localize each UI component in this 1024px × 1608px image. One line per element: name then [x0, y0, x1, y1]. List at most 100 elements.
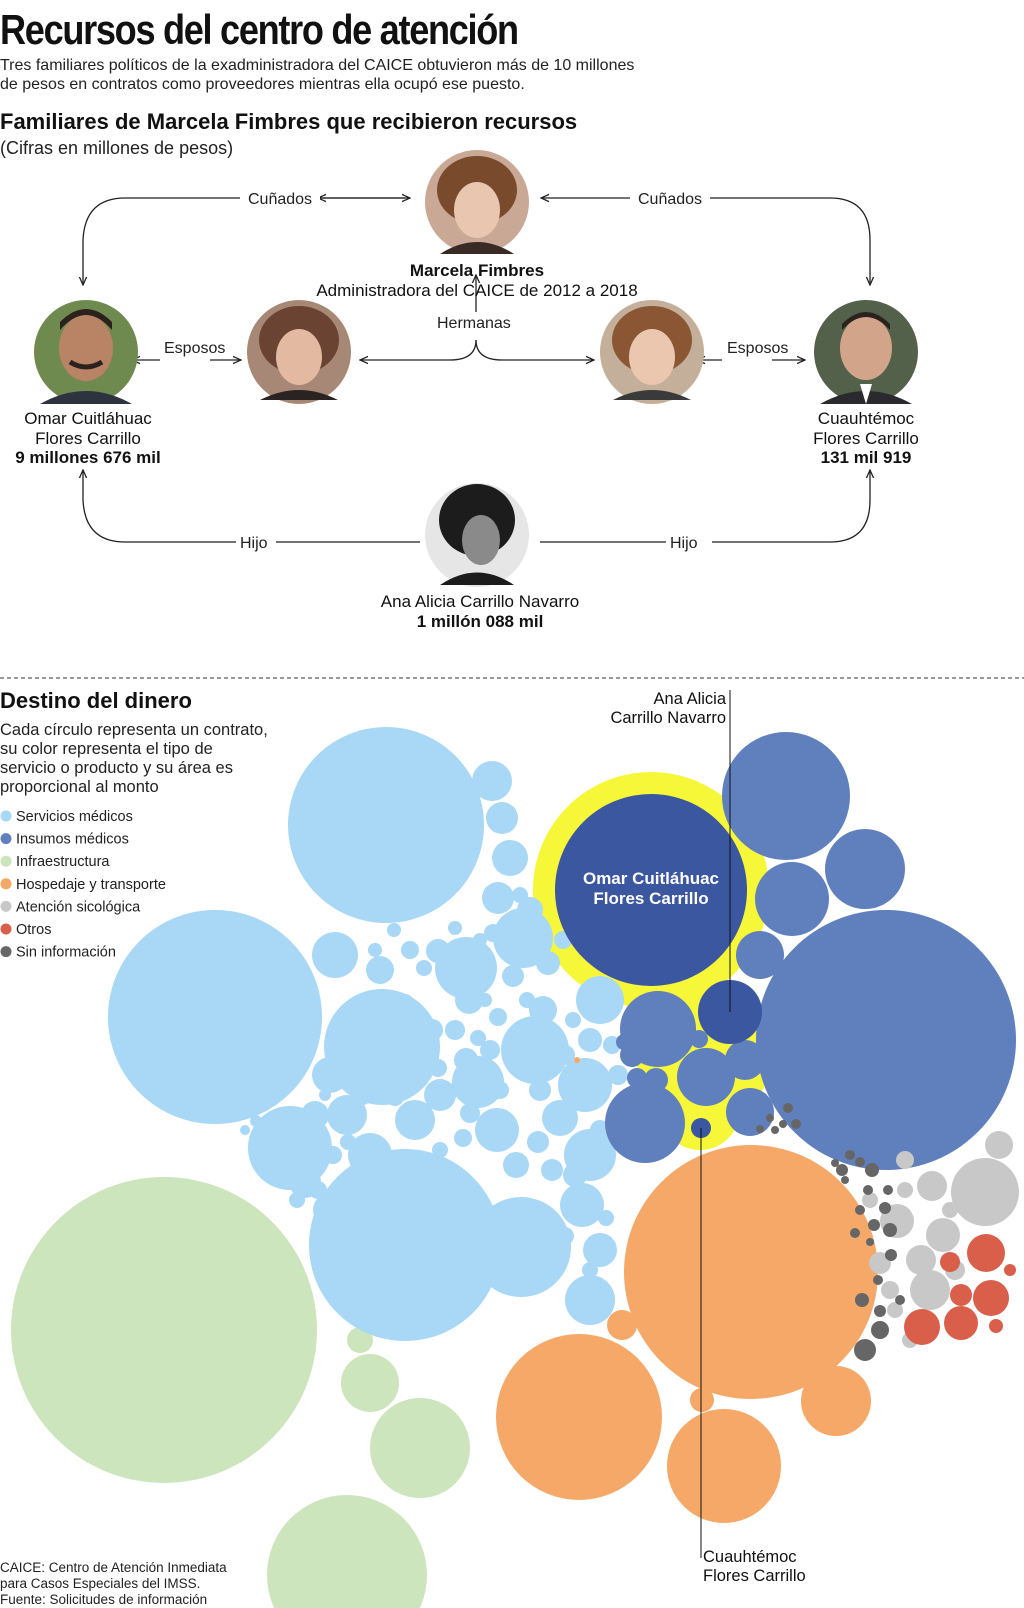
- contract-bubble: [309, 1181, 327, 1199]
- contract-bubble: [904, 1309, 940, 1345]
- contract-bubble: [779, 1120, 787, 1128]
- contract-bubble: [556, 1227, 574, 1245]
- contract-bubble: [386, 1088, 404, 1106]
- contract-bubble: [883, 1185, 893, 1195]
- portrait-ana: [425, 483, 529, 587]
- contract-bubble: [801, 1366, 871, 1436]
- contract-bubble: [926, 1218, 960, 1252]
- contract-bubble: [492, 840, 528, 876]
- contract-bubble: [985, 1131, 1013, 1159]
- contract-bubble: [424, 1079, 456, 1111]
- legend-swatch: [0, 923, 12, 935]
- contract-bubble: [489, 1008, 507, 1026]
- contract-bubble: [416, 960, 432, 976]
- contract-bubble: [501, 1016, 569, 1084]
- contract-bubble: [973, 1280, 1009, 1316]
- contract-bubble: [910, 1270, 950, 1310]
- contract-bubble: [313, 1193, 347, 1227]
- contract-bubble: [624, 1145, 878, 1399]
- contract-bubble: [11, 1177, 317, 1483]
- contract-bubble: [288, 727, 484, 923]
- cuauhtemoc-amount: 131 mil 919: [821, 448, 912, 467]
- footer-line-2: para Casos Especiales del IMSS.: [0, 1576, 200, 1591]
- person-marcela: Marcela Fimbres Administradora del CAICE…: [316, 261, 637, 300]
- contract-bubble: [555, 1045, 575, 1065]
- contract-bubble: [967, 1234, 1005, 1272]
- contract-bubble: [667, 1409, 781, 1523]
- legend-label: Sin información: [16, 945, 116, 961]
- contract-bubble: [517, 897, 543, 923]
- connector-hijo-left: [83, 470, 238, 543]
- contract-bubble: [736, 931, 784, 979]
- contract-bubble: [690, 1030, 708, 1048]
- contract-bubble: [722, 732, 850, 860]
- contract-bubble: [873, 1275, 883, 1285]
- label-hijo-right: Hijo: [670, 535, 698, 552]
- contract-bubble: [529, 1079, 551, 1101]
- contract-bubble: [917, 1171, 947, 1201]
- contract-bubble: [791, 1119, 801, 1129]
- contract-bubble: [863, 1185, 873, 1195]
- contract-bubble: [108, 910, 322, 1124]
- destino-description: Cada círculo representa un contrato, su …: [0, 721, 268, 796]
- contract-bubble: [491, 1081, 509, 1099]
- contract-bubble: [565, 1275, 615, 1325]
- contract-bubble: [836, 1164, 848, 1176]
- contract-bubble: [850, 1228, 860, 1238]
- contract-bubble: [502, 965, 524, 987]
- omar-name-1: Omar Cuitláhuac: [24, 409, 152, 428]
- contract-bubble: [690, 1388, 714, 1412]
- contract-bubble: [512, 887, 528, 903]
- contract-bubble: [475, 1108, 519, 1152]
- contract-bubble: [454, 1048, 478, 1072]
- callout-omar-1: Omar Cuitláhuac: [583, 869, 719, 888]
- contract-bubble: [445, 1020, 465, 1040]
- contract-bubble: [400, 1053, 424, 1077]
- contract-bubble: [341, 1354, 399, 1412]
- contract-bubble: [869, 1252, 891, 1274]
- contract-bubble-omar: [555, 794, 747, 986]
- contract-bubble: [879, 1202, 891, 1214]
- legend-swatch: [0, 810, 12, 822]
- family-heading: Familiares de Marcela Fimbres que recibi…: [0, 109, 577, 134]
- contract-bubble: [756, 1125, 764, 1133]
- destino-heading: Destino del dinero: [0, 688, 192, 713]
- contract-bubble: [881, 1281, 899, 1299]
- contract-bubble: [324, 1146, 342, 1164]
- contract-bubble: [536, 951, 560, 975]
- contract-bubble: [942, 1202, 958, 1218]
- contract-bubble: [1004, 1264, 1016, 1276]
- contract-bubble: [583, 1233, 617, 1267]
- contract-bubble: [312, 932, 358, 978]
- destino-desc-3: servicio o producto y su área es: [0, 759, 233, 777]
- contract-bubble: [455, 986, 483, 1014]
- portrait-cuauhtemoc: [814, 300, 918, 404]
- connector-cunados-right-curve: [708, 197, 870, 285]
- label-hermanas: Hermanas: [437, 315, 511, 332]
- contract-bubble: [783, 1103, 793, 1113]
- portrait-omar: [34, 300, 138, 404]
- contract-bubble: [340, 1134, 356, 1150]
- destino-desc-2: su color representa el tipo de: [0, 740, 213, 758]
- contract-bubble: [454, 1129, 472, 1147]
- legend: Servicios médicos Insumos médicos Infraest…: [0, 809, 166, 961]
- contract-bubble: [616, 1034, 632, 1050]
- contract-bubble: [565, 1012, 581, 1028]
- ana-name: Ana Alicia Carrillo Navarro: [381, 592, 579, 611]
- contract-bubble: [387, 923, 401, 937]
- legend-swatch: [0, 900, 12, 912]
- intro-line-2: de pesos en contratos como proveedores m…: [0, 76, 525, 93]
- callout-ana-1: Ana Alicia: [654, 690, 727, 708]
- contract-bubble: [347, 1327, 373, 1353]
- contract-bubble: [460, 1103, 480, 1123]
- contract-bubble: [240, 1125, 250, 1135]
- connector-hermanas-right: [475, 339, 594, 360]
- contract-bubble: [503, 1152, 529, 1178]
- contract-bubble: [906, 1245, 936, 1275]
- contract-bubble: [348, 1133, 392, 1177]
- contract-bubble: [493, 908, 553, 968]
- contract-bubble: [841, 1176, 849, 1184]
- relation-connectors: [83, 197, 870, 543]
- contract-bubble: [480, 1040, 500, 1060]
- portrait-marcela: [425, 150, 529, 254]
